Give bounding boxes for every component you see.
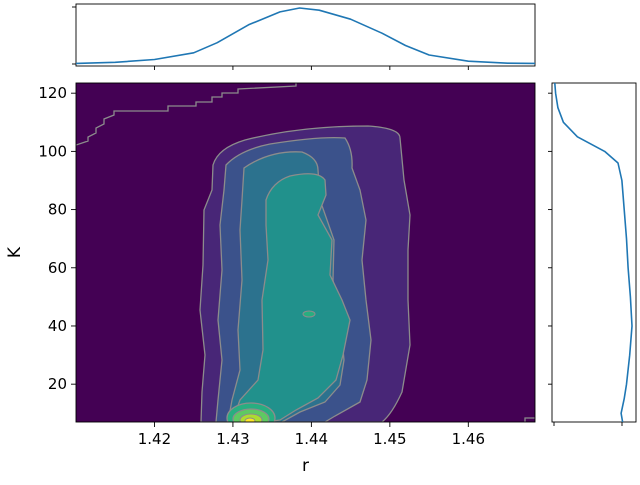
kde-inner-blob <box>302 310 316 318</box>
x-tick-label: 1.42 <box>138 430 171 448</box>
marginal-y-density-line <box>554 82 633 423</box>
marginal-x-panel <box>72 3 536 70</box>
main-panel-frame <box>75 82 536 423</box>
x-axis-title: r <box>302 456 309 476</box>
y-tick-label: 100 <box>38 142 67 160</box>
marginal-y-ticks <box>548 92 623 426</box>
marginal-x-frame <box>75 3 536 67</box>
outer-contour-line <box>76 83 297 146</box>
y-tick-label: 60 <box>48 259 67 277</box>
marginal-x-ticks <box>72 6 469 70</box>
y-tick-label: 80 <box>48 201 67 219</box>
x-tick-label: 1.43 <box>216 430 249 448</box>
x-tick-label: 1.45 <box>373 430 406 448</box>
bottom-right-contour-line <box>524 417 535 422</box>
x-tick-label: 1.44 <box>295 430 328 448</box>
marginal-x-density-line <box>75 7 536 65</box>
y-tick-label: 20 <box>48 375 67 393</box>
x-tick-label: 1.46 <box>452 430 485 448</box>
y-tick-label: 40 <box>48 317 67 335</box>
marginal-y-panel <box>548 82 637 426</box>
main-ticks: 1.42 1.43 1.44 1.45 1.46 20 40 60 80 100 120 <box>38 84 485 448</box>
y-axis-title: K <box>5 246 25 258</box>
marginal-y-frame <box>551 82 637 423</box>
kde-peak-level-8 <box>244 417 256 422</box>
y-tick-label: 120 <box>38 84 67 102</box>
joint-kde-panel: 1.42 1.43 1.44 1.45 1.46 20 40 60 80 100 120 <box>38 82 536 448</box>
